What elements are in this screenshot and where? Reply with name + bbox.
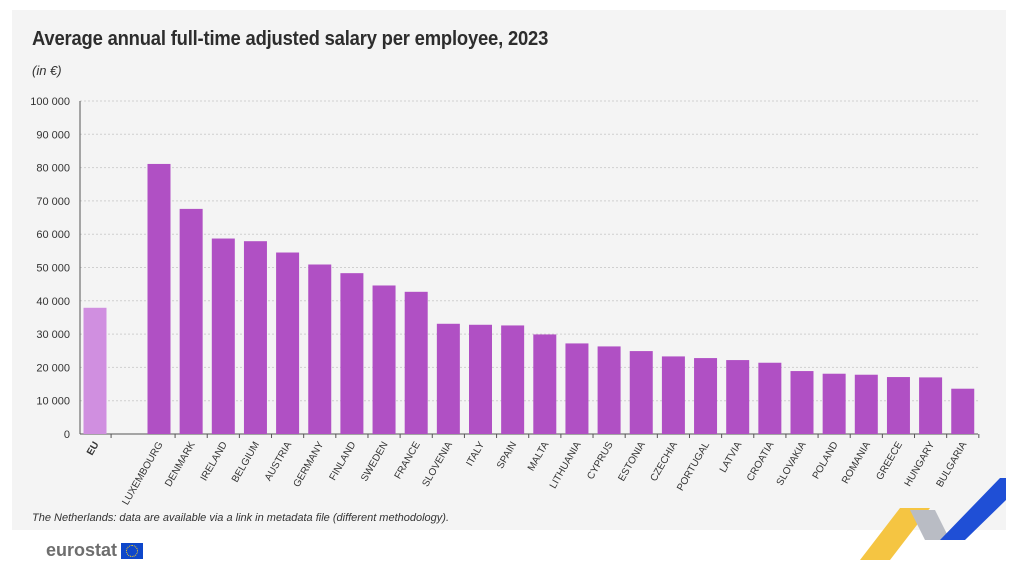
bar-luxembourg (147, 163, 171, 434)
y-tick-label: 20 000 (36, 362, 70, 374)
bar-bulgaria (951, 388, 975, 434)
bar-malta (533, 334, 557, 434)
x-tick-label: LATVIA (718, 440, 745, 475)
x-tick-label: SLOVENIA (420, 440, 455, 489)
x-tick-label: HUNGARY (903, 440, 938, 489)
bar-germany (308, 264, 332, 434)
x-tick-label: POLAND (811, 440, 841, 481)
bar-portugal (694, 358, 718, 434)
y-tick-label: 30 000 (36, 329, 70, 341)
x-tick-label: MALTA (526, 440, 552, 473)
y-tick-label: 80 000 (36, 163, 70, 175)
bar-slovenia (436, 323, 460, 434)
x-tick-label: LITHUANIA (548, 440, 584, 491)
bar-poland (822, 373, 846, 434)
footnote: The Netherlands: data are available via … (32, 512, 450, 524)
bar-finland (340, 273, 364, 434)
y-tick-label: 60 000 (36, 229, 70, 241)
gridlines (79, 100, 978, 435)
x-tick-label: BELGIUM (230, 440, 262, 484)
bar-latvia (726, 360, 750, 434)
bar-slovakia (790, 371, 814, 434)
x-tick-label: EU (85, 440, 101, 458)
bar-france (404, 291, 428, 434)
x-tick-label: SWEDEN (359, 440, 390, 484)
y-tick-label: 70 000 (36, 196, 70, 208)
bar-belgium (243, 241, 267, 434)
x-tick-label: FRANCE (393, 440, 423, 481)
x-tick-label: FINLAND (328, 440, 359, 483)
x-tick-label: ROMANIA (840, 440, 873, 486)
x-tick-label: GERMANY (292, 440, 327, 490)
x-tick-label: SLOVAKIA (775, 440, 809, 488)
x-tick-label: GREECE (874, 440, 905, 482)
eurostat-logo: eurostat (46, 540, 144, 561)
x-tick-label: AUSTRIA (263, 440, 294, 483)
bar-austria (276, 252, 300, 434)
chart-panel (12, 10, 1006, 530)
bar-estonia (629, 351, 653, 434)
bar-italy (469, 324, 492, 434)
y-tick-label: 10 000 (36, 396, 70, 408)
x-tick-label: DENMARK (163, 440, 198, 489)
bar-greece (886, 377, 910, 434)
x-tick-label: ESTONIA (616, 440, 648, 484)
bars (83, 163, 975, 434)
eu-flag-icon (121, 542, 144, 559)
decorative-swoosh-graphic (860, 478, 1006, 560)
unit-label: (in €) (32, 63, 62, 78)
bar-spain (501, 325, 525, 434)
x-tick-label: PORTUGAL (675, 440, 712, 493)
x-tick-label: BULGARIA (935, 440, 970, 490)
brand-name: eurostat (46, 540, 118, 560)
x-tick-label: SPAIN (495, 440, 519, 471)
y-tick-label: 100 000 (30, 96, 70, 108)
y-axis-ticks: 0 10 000 20 000 30 000 40 000 50 000 60 000 70 … (30, 96, 70, 441)
y-tick-label: 0 (64, 429, 70, 441)
y-tick-label: 50 000 (36, 263, 70, 275)
chart-title: Average annual full-time adjusted salary… (32, 28, 549, 50)
bar-denmark (179, 208, 203, 434)
x-tick-label: CZECHIA (649, 440, 681, 484)
bar-lithuania (565, 343, 589, 434)
x-tick-label: ITALY (464, 440, 487, 469)
bar-hungary (919, 377, 943, 434)
bar-eu (83, 307, 107, 434)
bar-sweden (372, 285, 396, 434)
bar-croatia (758, 362, 782, 434)
x-tick-label: LUXEMBOURG (121, 440, 166, 507)
x-tick-label: CYPRUS (585, 440, 616, 482)
bar-czechia (661, 356, 685, 434)
bar-romania (854, 374, 878, 434)
y-tick-label: 40 000 (36, 296, 70, 308)
x-tick-label: CROATIA (745, 440, 777, 484)
bar-cyprus (597, 346, 621, 434)
x-tick-label: IRELAND (199, 440, 230, 483)
bar-ireland (211, 238, 235, 434)
y-tick-label: 90 000 (36, 129, 70, 141)
